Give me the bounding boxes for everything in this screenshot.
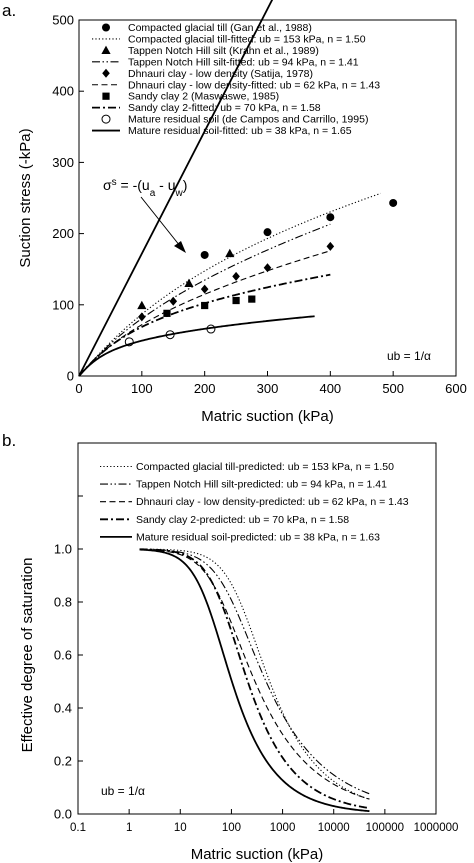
predicted-curve-b-3 <box>139 548 370 810</box>
y-tick-label-b: 0.6 <box>54 648 72 663</box>
y-tick-label-a: 300 <box>52 155 74 170</box>
legend-label-b-0: Compacted glacial till-predicted: ub = 1… <box>136 461 394 473</box>
legend-label-a-0: Compacted glacial till (Gan et al., 1988… <box>128 22 312 34</box>
data-point-a-2 <box>184 278 194 288</box>
equation-arrow <box>140 196 181 247</box>
data-point-a-6 <box>248 295 256 303</box>
legend-label-a-3: Tappen Notch Hill silt-fitted: ub = 94 k… <box>128 56 359 68</box>
x-tick-label-a: 300 <box>257 381 279 396</box>
x-tick-label-b: 100000 <box>366 822 404 834</box>
x-tick-label-b: 10 <box>174 822 187 834</box>
legend-marker-a-4 <box>102 68 110 78</box>
plot-frame-b <box>77 442 437 815</box>
y-tick-label-a: 200 <box>52 226 74 241</box>
data-point-a-0 <box>200 250 209 259</box>
x-tick-label-b: 10000 <box>318 822 350 834</box>
x-tick-label-a: 100 <box>131 381 153 396</box>
data-point-a-4 <box>169 296 178 306</box>
x-tick-label-b: 1000000 <box>414 822 459 834</box>
x-axis-label-b: Matric suction (kPa) <box>191 846 324 863</box>
x-tick-label-a: 500 <box>382 381 404 396</box>
x-axis-label-a: Matric suction (kPa) <box>201 408 334 425</box>
legend-label-a-4: Dhnauri clay - low density (Satija, 1978… <box>128 68 313 80</box>
data-point-a-4 <box>263 263 272 273</box>
x-tick-label-b: 1 <box>126 822 132 834</box>
legend-label-a-7: Sandy clay 2-fitted: ub = 70 kPa, n = 1.… <box>128 102 321 114</box>
data-point-a-4 <box>138 312 146 322</box>
data-point-a-0 <box>326 213 335 222</box>
x-tick-label-b: 1000 <box>270 822 296 834</box>
legend-label-a-2: Tappen Notch Hill silt (Krahn et al., 19… <box>128 45 319 57</box>
legend-label-a-1: Compacted glacial till-fitted: ub = 153 … <box>128 33 366 45</box>
reference-line <box>78 0 274 377</box>
annotation-b: ub = 1/α <box>101 784 145 798</box>
legend-label-a-8: Mature residual soil (de Campos and Carr… <box>128 114 368 126</box>
legend-label-a-9: Mature residual soil-fitted: ub = 38 kPa… <box>128 125 352 137</box>
y-axis-label-b: Effective degree of saturation <box>19 558 36 753</box>
x-tick-label-b: 0.1 <box>70 822 86 834</box>
y-tick-label-a: 100 <box>52 297 74 312</box>
fitted-curve-a-9 <box>78 315 315 377</box>
legend-marker-a-8 <box>101 114 111 124</box>
data-point-a-4 <box>326 241 335 251</box>
data-point-a-2 <box>137 300 147 310</box>
y-tick-label-a: 0 <box>67 369 74 384</box>
legend-label-a-6: Sandy clay 2 (Maswaswe, 1985) <box>128 91 279 103</box>
legend-label-a-5: Dhnauri clay - low density-fitted: ub = … <box>128 79 380 91</box>
data-point-a-6 <box>232 296 240 305</box>
predicted-curve-b-2 <box>139 548 370 800</box>
data-point-a-2 <box>225 248 235 258</box>
chart-a: a. 0 100 200 300 400 500 600 0 100 200 300 400 500 Mat… <box>2 0 467 425</box>
fitted-curve-a-7 <box>78 273 331 377</box>
chart-b: b. 0.1 1 10 100 1000 10000 100000 1000000 0.0 0.2 0… <box>2 431 458 863</box>
legend-marker-a-2 <box>101 45 111 54</box>
x-tick-label-a: 200 <box>194 381 216 396</box>
legend-label-b-4: Mature residual soil-predicted: ub = 38 … <box>136 531 380 543</box>
y-tick-label-b: 1.0 <box>54 542 72 557</box>
fitted-curve-a-3 <box>78 223 331 377</box>
x-tick-label-b: 100 <box>222 822 241 834</box>
x-tick-label-a: 0 <box>75 381 82 396</box>
fitted-curve-a-5 <box>78 250 331 377</box>
y-tick-label-b: 0.4 <box>54 701 72 716</box>
y-tick-label-b: 0.0 <box>54 807 72 822</box>
legend-marker-a-0 <box>102 23 110 32</box>
data-point-a-6 <box>163 309 171 317</box>
predicted-curve-b-1 <box>139 548 370 795</box>
legend-label-b-3: Sandy clay 2-predicted: ub = 70 kPa, n =… <box>136 514 349 526</box>
x-tick-label-a: 400 <box>319 381 341 396</box>
legend-label-b-1: Tappen Notch Hill silt-predicted: ub = 9… <box>136 479 387 491</box>
equation-label: σs = -(ua - uw) <box>103 177 187 199</box>
legend-label-b-2: Dhnauri clay - low density-predicted: ub… <box>136 496 409 508</box>
legend-marker-a-6 <box>102 92 110 100</box>
data-point-a-4 <box>200 284 209 294</box>
y-tick-label-a: 400 <box>52 84 74 99</box>
predicted-curve-b-4 <box>139 548 370 813</box>
annotation-a: ub = 1/α <box>387 349 431 363</box>
equation-arrowhead <box>174 241 186 253</box>
panel-label-a: a. <box>2 1 16 20</box>
predicted-curve-b-0 <box>139 548 370 800</box>
data-point-a-0 <box>389 198 398 207</box>
y-tick-label-b: 0.8 <box>54 595 72 610</box>
fitted-curve-a-1 <box>78 192 381 377</box>
y-tick-label-b: 0.2 <box>54 754 72 769</box>
data-point-a-4 <box>232 271 240 281</box>
data-point-a-0 <box>263 228 272 237</box>
y-axis-label-a: Suction stress (-kPa) <box>17 128 34 267</box>
x-tick-label-a: 600 <box>445 381 467 396</box>
y-tick-label-a: 500 <box>52 13 74 28</box>
data-point-a-6 <box>201 301 209 310</box>
panel-label-b: b. <box>2 431 16 450</box>
